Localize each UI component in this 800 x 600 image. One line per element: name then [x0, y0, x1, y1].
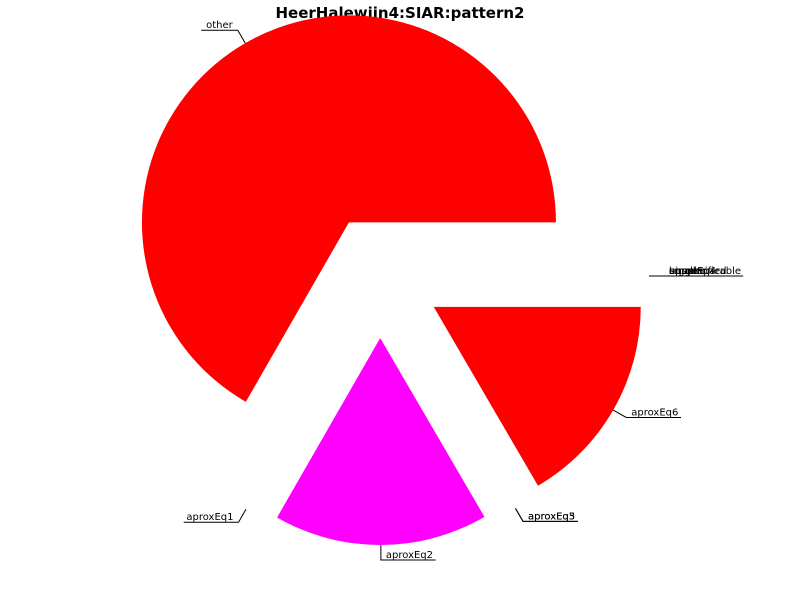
leader-line-aproxeq6 [612, 409, 682, 418]
leader-line-aproxeq1 [183, 508, 247, 523]
slice-label-equal: equal [669, 266, 697, 277]
leader-line-aproxeq5 [515, 508, 578, 522]
slice-label-unspecified: unspecified [669, 266, 726, 277]
pie-slice-aproxeq6 [433, 306, 641, 486]
pie-slice-aproxeq2 [277, 337, 485, 545]
leader-line-other [201, 29, 246, 44]
slice-label-aproxeq3: aproxEq3 [528, 511, 575, 522]
slice-label-uncomparable: uncomparable [669, 266, 741, 277]
slice-label-aproxeq1: aproxEq1 [186, 512, 233, 523]
slice-label-aproxeq5: aproxEq5 [528, 511, 575, 522]
slice-label-aproxeq2: aproxEq2 [386, 550, 433, 561]
pie-slice-other [141, 15, 556, 402]
slice-label-bigger: bigger [669, 266, 702, 277]
slice-label-smaller: smaller [669, 266, 707, 277]
pie-slices [141, 15, 641, 545]
leader-line-aproxeq2 [380, 544, 436, 561]
slice-label-aproxeq4: aproxEq4 [669, 266, 716, 277]
slice-label-aproxeq6: aproxEq6 [631, 407, 678, 418]
slice-label-other: other [206, 20, 234, 31]
